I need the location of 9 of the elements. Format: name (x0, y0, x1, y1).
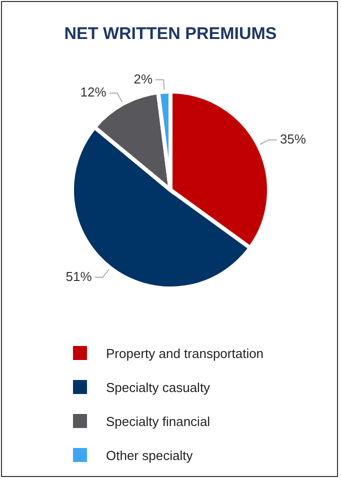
chart-title: NET WRITTEN PREMIUMS (63, 24, 278, 44)
data-label: 2% (134, 71, 153, 86)
legend-label: Specialty financial (106, 414, 210, 428)
data-label: 12% (80, 84, 107, 100)
legend-label: Property and transportation (106, 346, 264, 360)
legend-label: Other specialty (106, 448, 193, 462)
data-label: 51% (66, 268, 92, 284)
data-label: 35% (280, 131, 306, 146)
legend-label: Specialty casualty (106, 380, 210, 394)
